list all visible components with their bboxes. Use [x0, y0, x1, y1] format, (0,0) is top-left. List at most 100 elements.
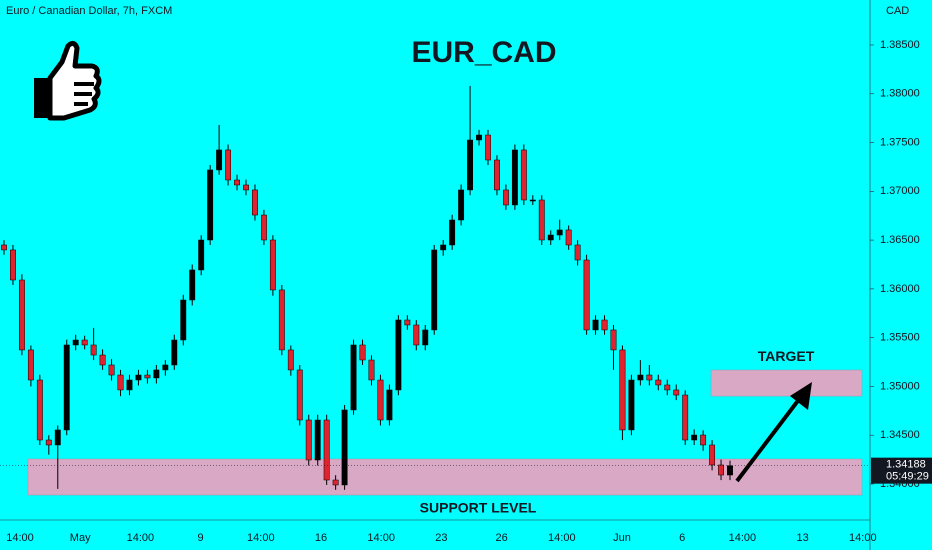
candle-body — [673, 389, 680, 396]
candle-body — [574, 244, 581, 261]
candle-body — [171, 339, 178, 366]
candle-body — [180, 299, 187, 341]
candle-body — [27, 349, 34, 381]
candle-body — [225, 149, 232, 181]
candle-body — [511, 149, 518, 206]
x-tick-label: 23 — [435, 532, 447, 544]
candle-body — [718, 464, 724, 476]
candle-body — [189, 269, 196, 301]
candle-body — [494, 159, 500, 191]
candle-body — [395, 319, 402, 391]
candle-body — [682, 394, 689, 441]
candle-body — [440, 244, 447, 251]
candle-body — [592, 319, 599, 331]
y-tick-label: 1.36500 — [880, 234, 920, 246]
candle-body — [296, 369, 303, 421]
candle-body — [216, 149, 223, 171]
countdown-label: 05:49:29 — [886, 471, 929, 483]
x-tick-label: 14:00 — [247, 532, 275, 544]
candle-body — [10, 249, 16, 281]
candle-body — [269, 239, 276, 291]
x-tick-label: 26 — [495, 532, 507, 544]
candle-body — [377, 379, 384, 421]
x-tick-label: 14:00 — [6, 532, 34, 544]
candle-body — [243, 184, 249, 191]
candle-body — [162, 364, 169, 371]
candle-body — [278, 289, 285, 351]
candle-body — [234, 179, 240, 186]
candle-body — [332, 479, 339, 486]
candle-body — [583, 259, 590, 331]
thumbs-up-icon — [34, 40, 102, 121]
symbol-header: Euro / Canadian Dollar, 7h, FXCM — [6, 5, 172, 17]
candle-body — [108, 364, 115, 376]
y-tick-label: 1.35000 — [880, 380, 920, 392]
candle-body — [350, 344, 357, 411]
currency-label: CAD — [886, 5, 909, 17]
x-tick-label: 14:00 — [367, 532, 395, 544]
candle-body — [1, 244, 7, 251]
candle-body — [252, 189, 258, 216]
y-tick-label: 1.37000 — [880, 185, 920, 197]
candle-body — [126, 379, 133, 391]
candle-body — [637, 374, 644, 381]
y-tick-label: 1.36000 — [880, 283, 920, 295]
candle-body — [368, 359, 375, 381]
y-tick-label: 1.35500 — [880, 332, 920, 344]
candle-body — [476, 134, 482, 141]
candle-body — [260, 214, 267, 241]
candle-body — [323, 419, 330, 481]
candle-body — [619, 349, 626, 431]
arrow — [735, 382, 812, 483]
candle-body — [709, 444, 716, 466]
candle-body — [547, 234, 554, 241]
x-tick-label: Jun — [613, 532, 631, 544]
candle-body — [485, 134, 491, 161]
candle-body — [449, 219, 456, 246]
candle-body — [529, 199, 536, 202]
y-tick-label: 1.38000 — [880, 88, 920, 100]
candle-body — [431, 249, 438, 331]
candle-body — [691, 434, 698, 441]
candle-body — [628, 379, 635, 431]
zone-label: SUPPORT LEVEL — [420, 500, 537, 516]
candle-body — [610, 329, 617, 351]
candle-body — [422, 329, 429, 346]
candle-body — [538, 199, 545, 241]
candle-body — [601, 319, 608, 331]
candle-body — [305, 419, 312, 461]
candle-body — [90, 344, 97, 356]
candle-body — [565, 229, 572, 246]
zone — [27, 458, 863, 496]
x-tick-label: 9 — [198, 532, 204, 544]
candle-body — [413, 324, 420, 346]
chart-title: EUR_CAD — [411, 36, 556, 69]
candle-body — [556, 229, 563, 236]
candle-body — [664, 384, 671, 391]
candle-body — [458, 189, 465, 221]
candle-body — [18, 279, 25, 351]
candle-body — [359, 344, 366, 361]
x-tick-label: 13 — [796, 532, 808, 544]
candle-body — [72, 339, 79, 346]
zone — [710, 369, 863, 397]
x-tick-label: 6 — [679, 532, 685, 544]
candle-body — [727, 465, 733, 476]
candle-body — [467, 139, 474, 191]
candle-body — [700, 434, 707, 446]
candle-body — [45, 439, 52, 446]
candle-body — [646, 374, 653, 381]
x-tick-label: 14:00 — [127, 532, 155, 544]
zone-label: TARGET — [758, 348, 815, 364]
y-tick-label: 1.38500 — [880, 39, 920, 51]
x-tick-label: 14:00 — [729, 532, 757, 544]
candle-body — [63, 344, 70, 431]
x-tick-label: 14:00 — [849, 532, 877, 544]
candle-body — [153, 369, 160, 379]
candle-body — [99, 354, 106, 366]
candle-body — [314, 419, 321, 461]
x-tick-label: 16 — [315, 532, 327, 544]
candle-body — [386, 389, 393, 421]
candle-body — [341, 409, 348, 486]
